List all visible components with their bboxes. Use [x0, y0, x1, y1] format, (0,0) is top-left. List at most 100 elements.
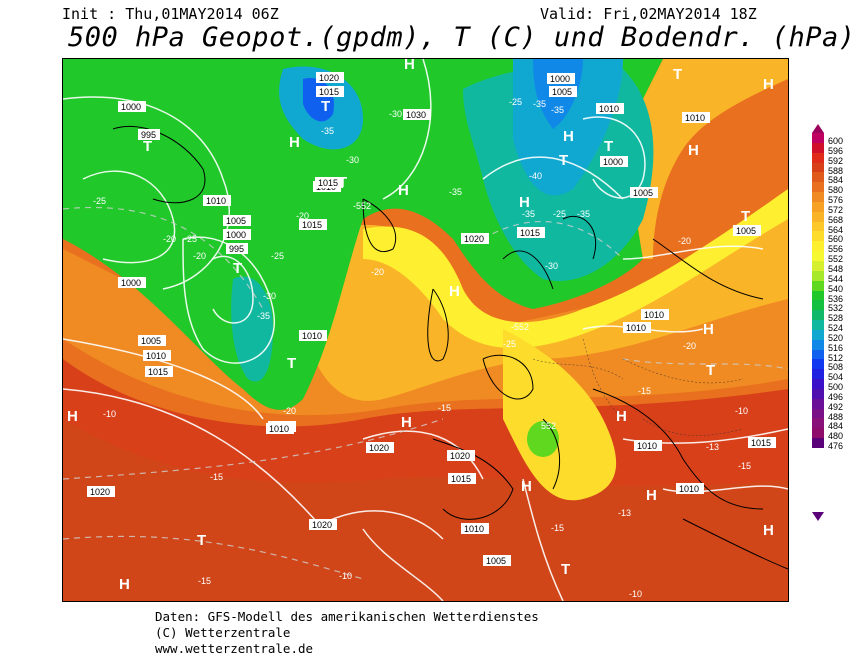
temp-label: -35 — [522, 209, 535, 219]
pressure-label: 1010 — [676, 483, 704, 494]
legend-swatch — [812, 349, 824, 360]
temp-label: -35 — [321, 126, 334, 136]
legend-value: 476 — [828, 441, 844, 452]
temp-label: -10 — [735, 406, 748, 416]
legend-value: 544 — [828, 273, 844, 284]
pressure-label: 1000 — [223, 229, 251, 240]
high-label: H — [688, 142, 699, 159]
pressure-label: 1015 — [748, 437, 776, 448]
pressure-label: 1010 — [623, 322, 651, 333]
high-label: H — [398, 182, 409, 199]
legend-swatch — [812, 270, 824, 281]
svg-text:1015: 1015 — [319, 87, 339, 97]
svg-text:1015: 1015 — [302, 220, 322, 230]
svg-text:1010: 1010 — [679, 484, 699, 494]
legend-labels: 600 596 592 588 584 580 576 572 568 564 560 556 552 5… — [828, 136, 844, 452]
pressure-label: 1010 — [634, 440, 662, 451]
svg-text:1010: 1010 — [599, 104, 619, 114]
high-label: H — [401, 414, 412, 431]
pressure-label: 1005 — [733, 225, 761, 236]
legend-value: 600 — [828, 136, 844, 146]
svg-text:1005: 1005 — [736, 226, 756, 236]
footer-source: Daten: GFS-Modell des amerikanischen Wet… — [155, 609, 539, 624]
temp-label: -30 — [545, 261, 558, 271]
svg-text:995: 995 — [141, 130, 156, 140]
low-label: T — [197, 532, 206, 549]
temp-label: -25 — [271, 251, 284, 261]
high-label: H — [703, 321, 714, 338]
legend-swatch — [812, 438, 824, 448]
pressure-label: 1020 — [366, 442, 394, 453]
field-cyan-west — [231, 276, 273, 382]
temp-label: -35 — [533, 99, 546, 109]
legend-swatch — [812, 192, 824, 202]
temp-label: -25 — [509, 97, 522, 107]
svg-text:1005: 1005 — [486, 556, 506, 566]
pressure-label: 1020 — [87, 486, 115, 497]
legend-value: 516 — [828, 342, 844, 353]
high-label: H — [763, 522, 774, 539]
pressure-label: 1000 — [118, 101, 146, 112]
svg-text:1005: 1005 — [141, 336, 161, 346]
temp-label: -15 — [210, 472, 223, 482]
pressure-label: 1015 — [517, 227, 545, 238]
temp-label: -15 — [438, 403, 451, 413]
legend-swatch — [812, 398, 824, 409]
svg-text:1020: 1020 — [90, 487, 110, 497]
high-label: H — [763, 76, 774, 93]
legend-value: 520 — [828, 332, 844, 343]
svg-text:1020: 1020 — [369, 443, 389, 453]
svg-text:1020: 1020 — [319, 73, 339, 83]
color-legend — [812, 133, 824, 448]
chart-title: 500 hPa Geopot.(gpdm), T (C) und Bodendr… — [68, 22, 850, 53]
legend-swatch — [812, 152, 824, 163]
svg-text:1000: 1000 — [226, 230, 246, 240]
legend-value: 508 — [828, 362, 844, 373]
svg-text:1015: 1015 — [451, 474, 471, 484]
temp-label: -25 — [503, 339, 516, 349]
svg-text:1030: 1030 — [406, 110, 426, 120]
temp-label: -20 — [163, 234, 176, 244]
pressure-label: 1000 — [118, 277, 146, 288]
temp-label: -35 — [449, 187, 462, 197]
svg-text:1015: 1015 — [520, 228, 540, 238]
legend-value: 500 — [828, 382, 844, 393]
pressure-label: 1005 — [549, 86, 577, 97]
high-label: H — [67, 408, 78, 425]
low-label: T — [287, 355, 296, 372]
legend-value: 484 — [828, 421, 844, 432]
legend-swatch — [812, 320, 824, 330]
legend-swatch — [812, 182, 824, 193]
svg-text:1010: 1010 — [626, 323, 646, 333]
temp-label: -15 — [638, 386, 651, 396]
legend-swatch — [812, 142, 824, 153]
temp-label: -15 — [738, 461, 751, 471]
legend-value: 564 — [828, 224, 844, 235]
legend-swatch — [812, 290, 824, 301]
legend-value: 496 — [828, 391, 844, 402]
temp-label: -20 — [678, 236, 691, 246]
field-yellow — [363, 189, 788, 349]
legend-swatch — [812, 359, 824, 370]
legend-swatch — [812, 329, 824, 340]
weather-map-svg: 1020 1015 1000 995 1010 1005 1010 1000 9… — [63, 59, 788, 601]
legend-value: 540 — [828, 283, 844, 294]
legend-value: 592 — [828, 155, 844, 166]
pressure-label: 1010 — [203, 195, 231, 206]
pressure-label: 1020 — [309, 519, 337, 530]
svg-text:1010: 1010 — [685, 113, 705, 123]
temp-label: -15 — [198, 576, 211, 586]
high-label: H — [519, 194, 530, 211]
svg-text:1010: 1010 — [464, 524, 484, 534]
field-ne-orange — [631, 59, 788, 259]
svg-text:1010: 1010 — [269, 424, 289, 434]
pressure-label: 1010 — [641, 309, 669, 320]
legend-swatch — [812, 211, 824, 222]
svg-text:1005: 1005 — [226, 216, 246, 226]
svg-text:1000: 1000 — [603, 157, 623, 167]
temp-label: -13 — [706, 442, 719, 452]
field-red2 — [63, 419, 788, 601]
legend-swatch — [812, 379, 824, 389]
low-label: T — [233, 260, 242, 277]
legend-value: 568 — [828, 214, 844, 225]
